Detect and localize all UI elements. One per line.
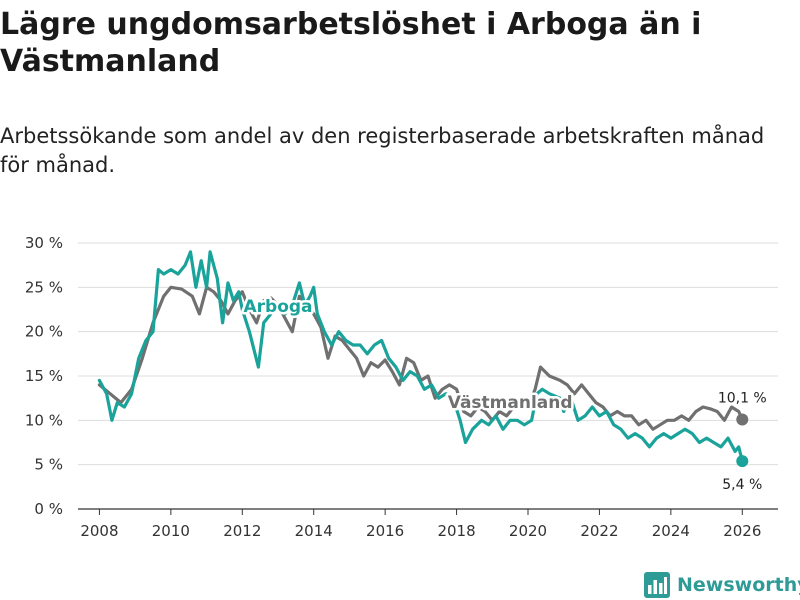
chart-title: Lägre ungdomsarbetslöshet i Arboga än i … bbox=[0, 7, 702, 79]
x-tick-label: 2020 bbox=[509, 522, 547, 540]
y-tick-label: 10 % bbox=[25, 411, 63, 429]
x-tick-label: 2018 bbox=[437, 522, 475, 540]
x-tick-label: 2024 bbox=[652, 522, 690, 540]
y-tick-label: 30 % bbox=[25, 234, 63, 252]
series-label-vastmanland: Västmanland bbox=[448, 393, 573, 413]
end-point-vastmanland bbox=[736, 413, 749, 426]
y-tick-label: 15 % bbox=[25, 367, 63, 385]
x-tick-label: 2012 bbox=[223, 522, 261, 540]
x-axis: 2008 2010 2012 2014 2016 2018 2020 2022 2024 2026 bbox=[78, 508, 778, 540]
x-tick-label: 2026 bbox=[723, 522, 761, 540]
end-point-arboga bbox=[736, 455, 749, 468]
newsworthy-logo-icon bbox=[644, 572, 670, 598]
end-value-label-vastmanland: 10,1 % bbox=[718, 390, 767, 406]
x-tick-label: 2016 bbox=[366, 522, 404, 540]
series-layer bbox=[97, 250, 749, 468]
series-label-arboga: Arboga bbox=[243, 297, 312, 317]
x-tick-label: 2022 bbox=[580, 522, 618, 540]
x-tick-label: 2014 bbox=[295, 522, 333, 540]
y-tick-label: 5 % bbox=[34, 456, 63, 474]
x-tick-label: 2008 bbox=[80, 522, 118, 540]
chart-subtitle: Arbetssökande som andel av den registerb… bbox=[0, 124, 765, 177]
grid-lines bbox=[78, 242, 778, 466]
y-tick-label: 20 % bbox=[25, 323, 63, 341]
y-tick-label: 25 % bbox=[25, 278, 63, 296]
y-tick-label: 0 % bbox=[34, 500, 63, 518]
x-tick-label: 2010 bbox=[152, 522, 190, 540]
y-axis: 0 % 5 % 10 % 15 % 20 % 25 % 30 % bbox=[25, 234, 63, 518]
series-labels: 10,1 % Västmanland 5,4 % Arboga bbox=[241, 295, 767, 493]
series-line-vastmanland bbox=[97, 285, 744, 431]
newsworthy-brand[interactable]: Newsworthy bbox=[644, 571, 800, 599]
end-value-label-arboga: 5,4 % bbox=[722, 477, 762, 493]
brand-name: Newsworthy bbox=[677, 574, 800, 596]
series-line-arboga bbox=[97, 250, 744, 463]
